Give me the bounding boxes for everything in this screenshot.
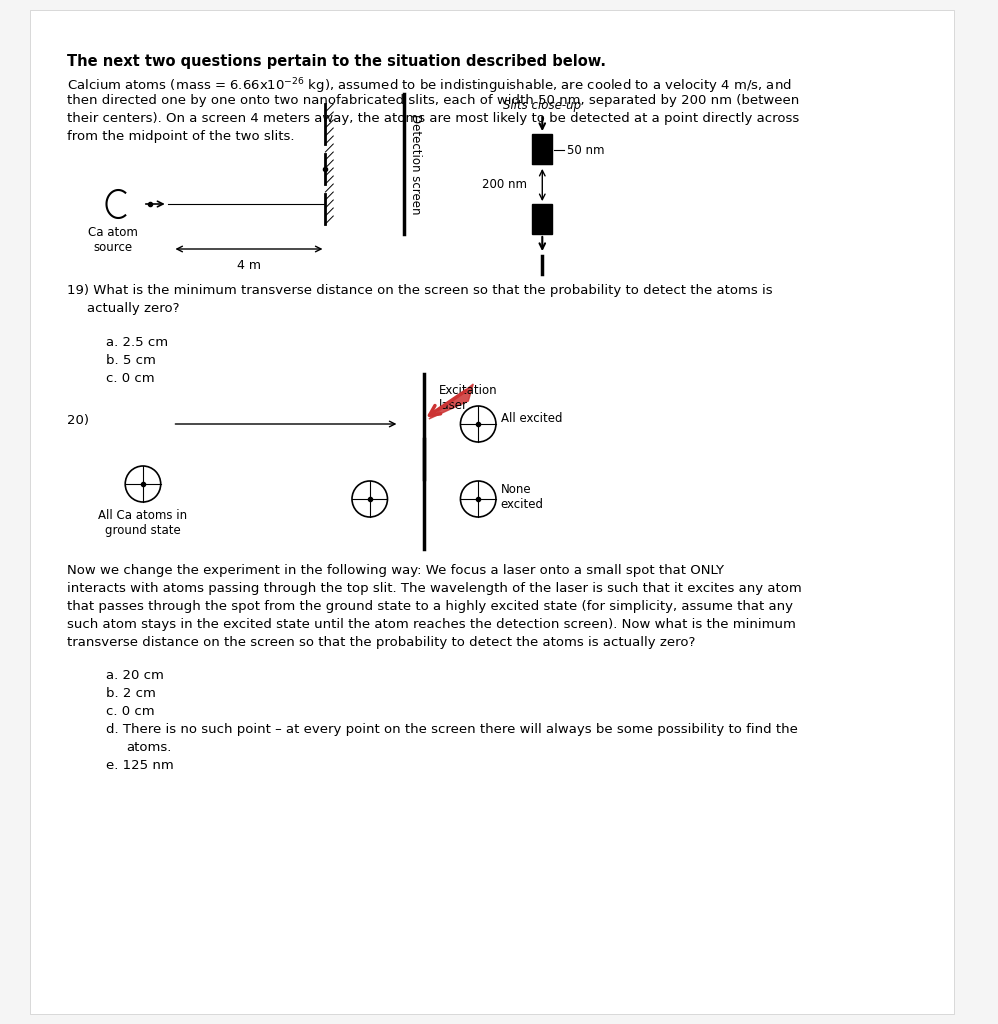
Text: The next two questions pertain to the situation described below.: The next two questions pertain to the si… bbox=[67, 54, 606, 69]
Text: such atom stays in the excited state until the atom reaches the detection screen: such atom stays in the excited state unt… bbox=[67, 618, 796, 631]
Text: 20): 20) bbox=[67, 414, 89, 427]
Text: their centers). On a screen 4 meters away, the atoms are most likely to be detec: their centers). On a screen 4 meters awa… bbox=[67, 112, 799, 125]
Text: Ca atom
source: Ca atom source bbox=[89, 226, 139, 254]
Text: b. 5 cm: b. 5 cm bbox=[107, 354, 157, 367]
Text: 4 m: 4 m bbox=[237, 259, 260, 272]
Text: actually zero?: actually zero? bbox=[87, 302, 180, 315]
Text: 200 nm: 200 nm bbox=[482, 177, 528, 190]
Text: All Ca atoms in
ground state: All Ca atoms in ground state bbox=[99, 509, 188, 537]
Text: Detection screen: Detection screen bbox=[409, 114, 422, 214]
Text: 50 nm: 50 nm bbox=[567, 143, 605, 157]
Bar bbox=[532, 204, 552, 234]
Text: 19) What is the minimum transverse distance on the screen so that the probabilit: 19) What is the minimum transverse dista… bbox=[67, 284, 772, 297]
Text: Now we change the experiment in the following way: We focus a laser onto a small: Now we change the experiment in the foll… bbox=[67, 564, 724, 577]
Text: then directed one by one onto two nanofabricated slits, each of width 50 nm, sep: then directed one by one onto two nanofa… bbox=[67, 94, 799, 106]
Text: c. 0 cm: c. 0 cm bbox=[107, 372, 155, 385]
Text: transverse distance on the screen so that the probability to detect the atoms is: transverse distance on the screen so tha… bbox=[67, 636, 696, 649]
Text: c. 0 cm: c. 0 cm bbox=[107, 705, 155, 718]
Text: atoms.: atoms. bbox=[126, 741, 172, 754]
Text: None
excited: None excited bbox=[501, 483, 544, 511]
Bar bbox=[532, 134, 552, 164]
Text: laser: laser bbox=[439, 399, 468, 412]
Text: All excited: All excited bbox=[501, 413, 563, 426]
Text: from the midpoint of the two slits.: from the midpoint of the two slits. bbox=[67, 130, 294, 143]
Text: Excitation: Excitation bbox=[439, 384, 497, 397]
Text: d. There is no such point – at every point on the screen there will always be so: d. There is no such point – at every poi… bbox=[107, 723, 798, 736]
FancyBboxPatch shape bbox=[30, 10, 954, 1014]
Text: Slits close-up: Slits close-up bbox=[503, 99, 582, 112]
Text: Calcium atoms (mass = 6.66x10$^{-26}$ kg), assumed to be indistinguishable, are : Calcium atoms (mass = 6.66x10$^{-26}$ kg… bbox=[67, 76, 791, 95]
Polygon shape bbox=[429, 384, 473, 419]
Text: that passes through the spot from the ground state to a highly excited state (fo: that passes through the spot from the gr… bbox=[67, 600, 793, 613]
Text: a. 2.5 cm: a. 2.5 cm bbox=[107, 336, 169, 349]
Text: a. 20 cm: a. 20 cm bbox=[107, 669, 165, 682]
Text: e. 125 nm: e. 125 nm bbox=[107, 759, 175, 772]
Text: b. 2 cm: b. 2 cm bbox=[107, 687, 157, 700]
Text: interacts with atoms passing through the top slit. The wavelength of the laser i: interacts with atoms passing through the… bbox=[67, 582, 801, 595]
